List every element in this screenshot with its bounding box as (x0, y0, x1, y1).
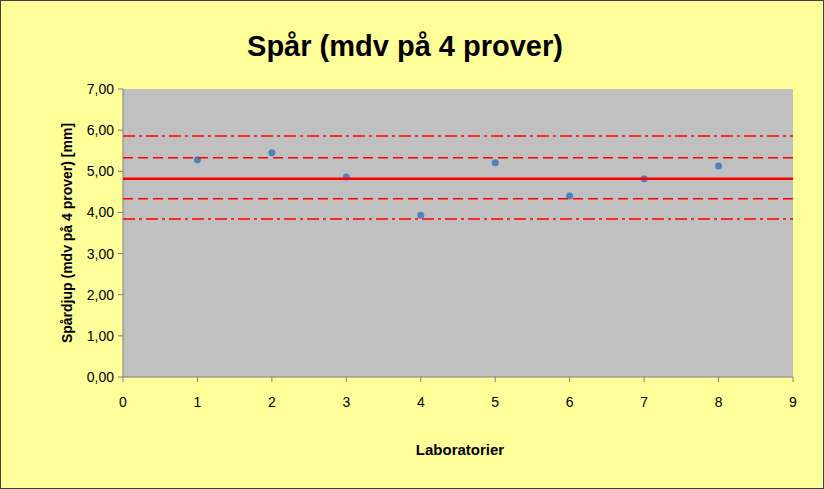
point (417, 212, 424, 219)
title: Spår (mdv på 4 prover) (247, 30, 563, 62)
reference-line (123, 218, 793, 220)
y-tick-label: 7,00 (87, 81, 114, 97)
reference-line (123, 198, 793, 200)
chart: Spår (mdv på 4 prover) 0,00 1,00 2,00 3,00 4,… (0, 0, 824, 489)
y-tick-label: 4,00 (87, 204, 114, 220)
y-tick (118, 130, 123, 131)
x-tick (123, 377, 124, 382)
reference-line (123, 135, 793, 137)
x-tick (644, 377, 645, 382)
y-tick (118, 377, 123, 378)
y-tick (118, 171, 123, 172)
x-tick (197, 377, 198, 382)
x-tick-label: 3 (342, 394, 350, 410)
y-tick-label: 5,00 (87, 163, 114, 179)
reference-line (123, 157, 793, 159)
y-tick-label: 3,00 (87, 246, 114, 262)
x-axis (123, 377, 793, 378)
y-tick (118, 212, 123, 213)
x-tick-label: 5 (491, 394, 499, 410)
point (268, 149, 275, 156)
y-axis-label: Spårdjup (mdv på 4 prover) [mm] (59, 123, 75, 343)
y-tick (118, 294, 123, 295)
x-tick (495, 377, 496, 382)
y-tick-label: 2,00 (87, 287, 114, 303)
x-tick-label: 8 (715, 394, 723, 410)
point (492, 159, 499, 166)
y-tick (118, 335, 123, 336)
reference-line (123, 177, 793, 180)
x-tick (793, 377, 794, 382)
x-tick-label: 7 (640, 394, 648, 410)
x-tick (271, 377, 272, 382)
x-tick-label: 2 (268, 394, 276, 410)
y-tick-label: 0,00 (87, 369, 114, 385)
x-tick-label: 9 (789, 394, 797, 410)
x-tick-label: 1 (194, 394, 202, 410)
x-tick (420, 377, 421, 382)
y-tick-label: 1,00 (87, 328, 114, 344)
background (1, 1, 824, 489)
point (715, 162, 722, 169)
x-tick (346, 377, 347, 382)
x-tick-label: 6 (566, 394, 574, 410)
y-tick (118, 89, 123, 90)
x-tick-label: 0 (119, 394, 127, 410)
x-tick (569, 377, 570, 382)
x-axis-label: Laboratorier (416, 441, 505, 458)
y-tick-label: 6,00 (87, 122, 114, 138)
plot-area (123, 89, 793, 377)
y-tick (118, 253, 123, 254)
plot-marks (123, 136, 793, 219)
x-tick-label: 4 (417, 394, 425, 410)
y-axis (123, 89, 124, 377)
x-tick (718, 377, 719, 382)
